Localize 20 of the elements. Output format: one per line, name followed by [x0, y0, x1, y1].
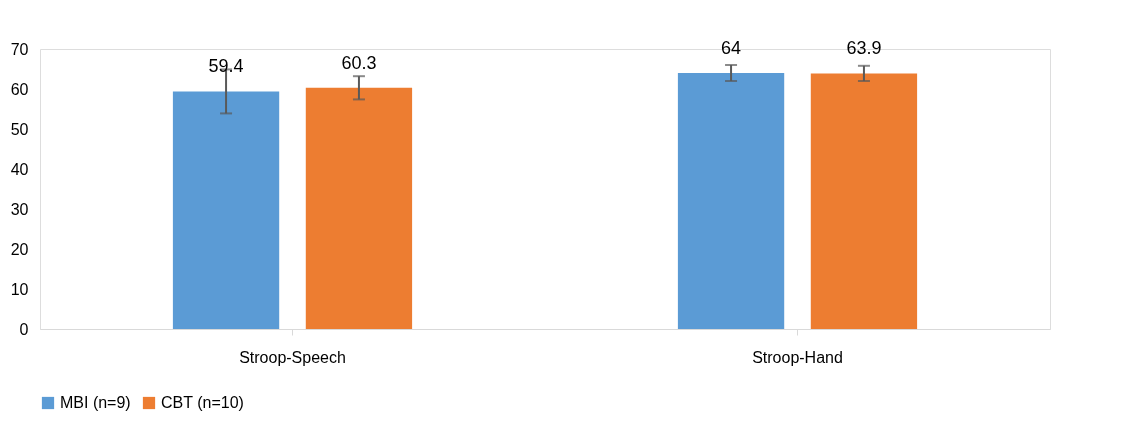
- bar: [305, 87, 413, 329]
- data-label: 59.4: [208, 56, 244, 77]
- y-tick-label: 60: [10, 80, 29, 98]
- bar: [810, 73, 918, 329]
- y-tick-label: 40: [10, 160, 29, 178]
- x-tick-label: Stroop-Hand: [752, 348, 843, 366]
- bar: [172, 91, 280, 329]
- x-tick-label: Stroop-Speech: [239, 348, 346, 366]
- data-label: 64: [721, 38, 742, 58]
- y-tick-label: 50: [10, 120, 29, 138]
- legend-label: CBT (n=10): [161, 394, 244, 411]
- data-label: 63.9: [846, 38, 882, 59]
- y-tick-label: 70: [10, 40, 29, 58]
- y-tick-label: 30: [10, 200, 29, 218]
- data-label: 60.3: [341, 52, 377, 73]
- bar: [677, 73, 785, 329]
- y-tick-label: 0: [19, 320, 29, 338]
- y-tick-label: 20: [10, 240, 29, 258]
- y-tick-label: 10: [10, 280, 29, 298]
- legend-label: MBI (n=9): [60, 394, 131, 411]
